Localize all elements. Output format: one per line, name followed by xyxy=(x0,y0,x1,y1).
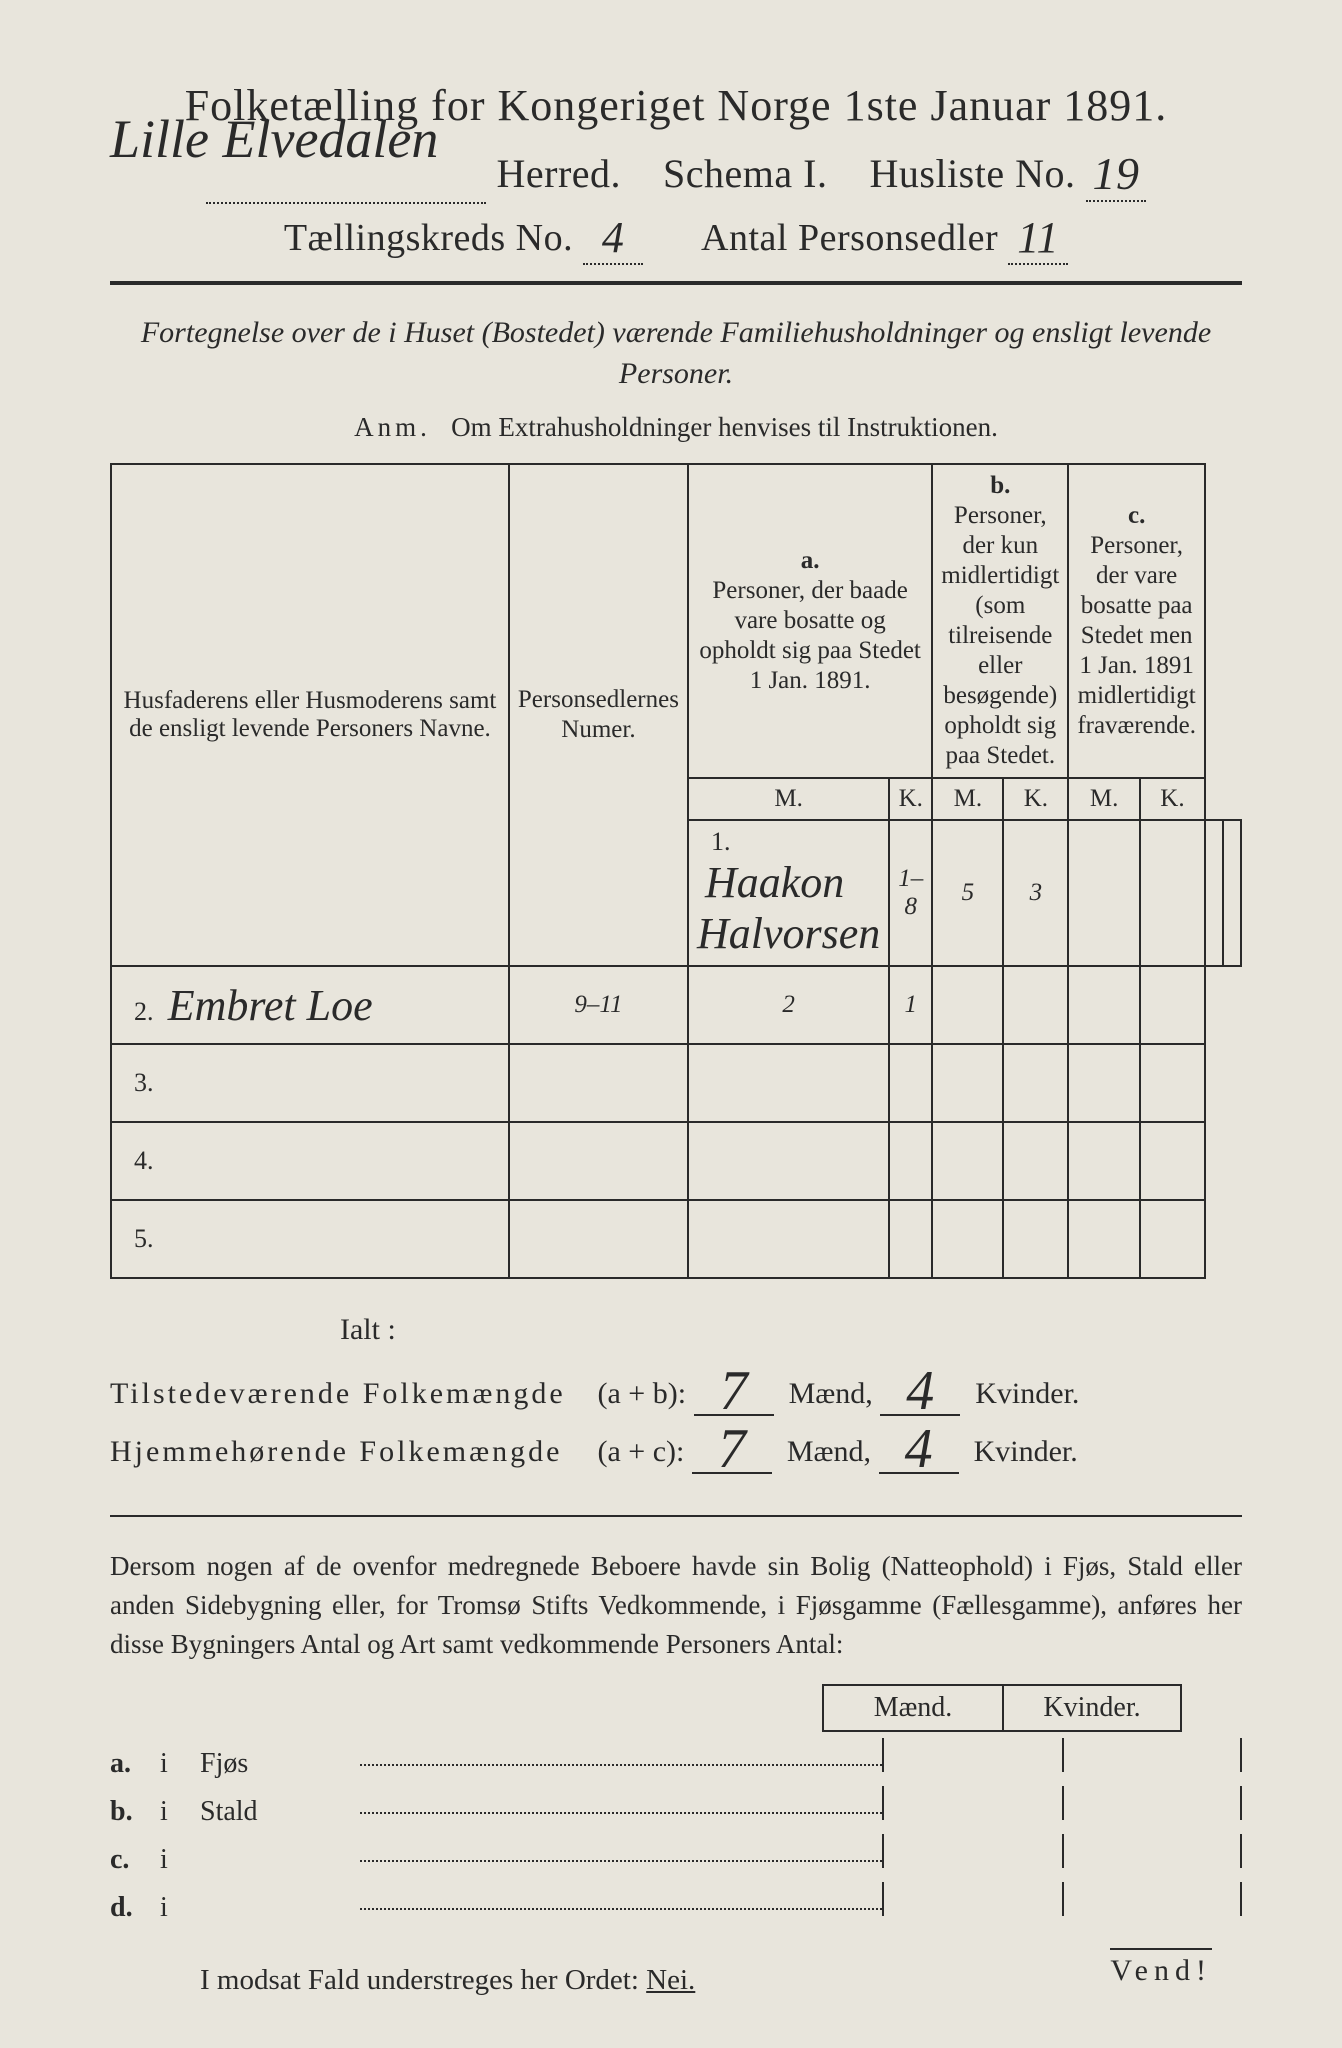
mk-kvinder: Kvinder. xyxy=(1002,1684,1182,1732)
th-names: Husfaderens eller Husmoderens samt de en… xyxy=(111,464,509,966)
schema-label: Schema I. xyxy=(663,151,827,196)
th-a-m: M. xyxy=(688,778,889,820)
row2-a-m: 2 xyxy=(688,966,889,1044)
row1-numer: 1–8 xyxy=(889,820,932,966)
th-b-k: K. xyxy=(1003,778,1068,820)
present-women: 4 xyxy=(880,1369,960,1416)
header-row-kreds: Tællingskreds No. 4 Antal Personsedler 1… xyxy=(110,210,1242,263)
th-a-k: K. xyxy=(889,778,932,820)
row2-name: Embret Loe xyxy=(160,981,373,1030)
dersom-paragraph: Dersom nogen af de ovenfor medregnede Be… xyxy=(110,1547,1242,1664)
mk-maend: Mænd. xyxy=(822,1684,1002,1732)
herred-label: Herred. xyxy=(497,151,622,196)
divider-thick xyxy=(110,281,1242,285)
row1-name: Haakon Halvorsen xyxy=(697,858,880,958)
table-row: 4. xyxy=(111,1122,1241,1200)
th-c: c. Personer, der vare bosatte paa Stedet… xyxy=(1068,464,1205,778)
th-numer: Personsedlernes Numer. xyxy=(509,464,688,966)
building-lines: a. i Fjøs b. i Stald c. i d. i xyxy=(110,1738,1242,1924)
census-form-page: Folketælling for Kongeriget Norge 1ste J… xyxy=(0,0,1342,2048)
kreds-number: 4 xyxy=(583,212,643,265)
resident-women: 4 xyxy=(879,1427,959,1474)
anm-label: Anm. xyxy=(354,412,431,442)
totals-resident: Hjemmehørende Folkemængde (a + c): 7 Mæn… xyxy=(110,1421,1242,1469)
line-d: d. i xyxy=(110,1882,1242,1924)
th-b: b. Personer, der kun midlertidigt (som t… xyxy=(932,464,1068,778)
th-a: a. Personer, der baade vare bosatte og o… xyxy=(688,464,932,778)
ialt-label: Ialt : xyxy=(340,1313,1242,1347)
th-b-m: M. xyxy=(932,778,1003,820)
header-row-herred: Herred. Schema I. Husliste No. 19 xyxy=(110,145,1242,200)
resident-men: 7 xyxy=(692,1427,772,1474)
anm-text: Om Extrahusholdninger henvises til Instr… xyxy=(451,412,998,442)
husliste-label: Husliste No. xyxy=(870,151,1076,196)
mk-header: Mænd. Kvinder. xyxy=(110,1684,1242,1732)
row2-numer: 9–11 xyxy=(509,966,688,1044)
husliste-number: 19 xyxy=(1086,147,1146,202)
table-row: 5. xyxy=(111,1200,1241,1278)
antal-label: Antal Personsedler xyxy=(701,217,998,259)
row1-a-m: 5 xyxy=(932,820,1003,966)
divider-thin xyxy=(110,1515,1242,1517)
antal-value: 11 xyxy=(1008,212,1068,265)
present-men: 7 xyxy=(694,1369,774,1416)
table-row: 3. xyxy=(111,1044,1241,1122)
nei-word: Nei. xyxy=(646,1964,695,1996)
th-c-k: K. xyxy=(1140,778,1205,820)
kreds-label: Tællingskreds No. xyxy=(284,217,573,259)
th-c-m: M. xyxy=(1068,778,1140,820)
table-row: 2. Embret Loe 9–11 2 1 xyxy=(111,966,1241,1044)
household-table: Husfaderens eller Husmoderens samt de en… xyxy=(110,463,1242,1279)
modsat-line: I modsat Fald understreges her Ordet: Ne… xyxy=(200,1964,1242,1997)
anm-line: Anm. Om Extrahusholdninger henvises til … xyxy=(110,412,1242,443)
vend-label: Vend! xyxy=(1110,1948,1212,1988)
fortegnelse-text: Fortegnelse over de i Huset (Bostedet) v… xyxy=(110,313,1242,394)
line-c: c. i xyxy=(110,1834,1242,1876)
row2-a-k: 1 xyxy=(889,966,932,1044)
line-b: b. i Stald xyxy=(110,1786,1242,1828)
row1-a-k: 3 xyxy=(1003,820,1068,966)
totals-present: Tilstedeværende Folkemængde (a + b): 7 M… xyxy=(110,1363,1242,1411)
line-a: a. i Fjøs xyxy=(110,1738,1242,1780)
